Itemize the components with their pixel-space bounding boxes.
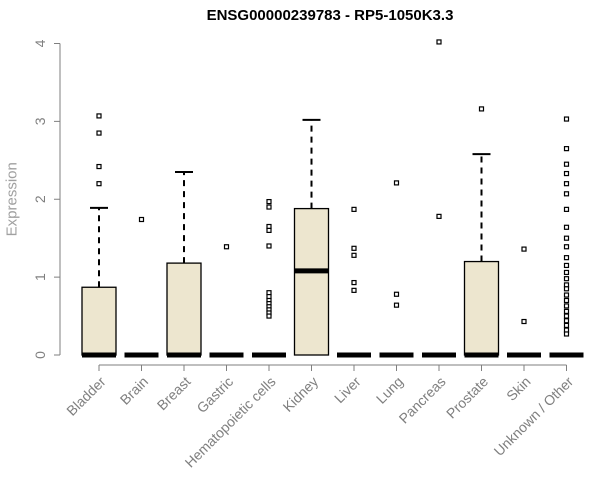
box-group-unknown-other [549, 116, 584, 358]
outlier-point [266, 227, 272, 233]
outlier-point [266, 204, 272, 210]
box-group-pancreas [422, 39, 456, 358]
outlier-point [138, 216, 145, 223]
x-tick-label: Prostate [443, 373, 491, 421]
box [463, 260, 500, 356]
outlier-point [96, 130, 102, 136]
x-tick-label: Unknown / Other [491, 373, 577, 459]
outlier-point [563, 308, 570, 314]
box-group-bladder [81, 113, 117, 358]
outlier-point [563, 161, 570, 167]
box [81, 286, 117, 356]
y-tick-label: 1 [32, 273, 48, 281]
outlier-point [266, 313, 272, 319]
chart-title: ENSG00000239783 - RP5-1050K3.3 [206, 7, 454, 24]
outlier-point [563, 170, 570, 177]
outlier-point [563, 206, 570, 212]
outlier-point [266, 243, 272, 249]
outlier-point [351, 287, 357, 293]
outlier-point [223, 244, 230, 250]
outlier-point [266, 198, 272, 205]
y-tick-label: 4 [32, 39, 48, 47]
box [293, 207, 330, 356]
outlier-point [351, 252, 357, 258]
x-tick-label: Brain [117, 373, 151, 407]
x-tick-label: Pancreas [396, 373, 449, 426]
x-tick-label: Breast [154, 373, 194, 413]
outlier-point [563, 313, 570, 319]
x-tick-label: Skin [503, 373, 534, 404]
outlier-point [563, 244, 570, 250]
box-group-liver [337, 206, 371, 358]
x-tick-label: Liver [331, 373, 364, 406]
outlier-point [96, 181, 102, 187]
outlier-point [563, 146, 570, 152]
outlier-point [393, 302, 400, 308]
outlier-point [521, 318, 527, 325]
outlier-point [351, 206, 357, 212]
outlier-point [563, 255, 570, 261]
box-group-prostate [463, 106, 500, 358]
box-group-kidney [293, 118, 330, 356]
outlier-point [563, 224, 570, 230]
y-tick-label: 0 [32, 351, 48, 359]
outlier-point [563, 292, 570, 298]
box-group-lung [379, 180, 414, 358]
outlier-point [563, 322, 570, 329]
outlier-point [96, 163, 102, 170]
outlier-point [563, 303, 570, 309]
box-group-breast [166, 170, 202, 358]
outlier-point [563, 331, 570, 337]
outlier-point [563, 318, 570, 324]
outlier-point [478, 106, 485, 112]
outlier-point [563, 262, 570, 269]
outlier-point [436, 39, 442, 45]
outlier-point [563, 181, 570, 187]
outlier-point [521, 246, 527, 252]
box-group-brain [124, 216, 159, 358]
x-tick-label: Lung [373, 373, 406, 406]
outlier-point [393, 291, 400, 297]
x-tick-label: Bladder [63, 373, 109, 419]
outlier-point [563, 235, 570, 241]
outlier-point [351, 245, 357, 251]
outlier-point [393, 180, 400, 186]
y-axis-label: Expression [4, 162, 21, 236]
outlier-point [563, 116, 570, 122]
box-group-hematopoietic-cells [252, 198, 286, 358]
box-group-skin [507, 246, 541, 358]
y-axis: 0 1 2 3 4 [32, 39, 61, 359]
outlier-point [563, 297, 570, 304]
outlier-point [563, 286, 570, 292]
box-plots [81, 39, 584, 358]
outlier-point [563, 276, 570, 282]
box [166, 262, 202, 356]
outlier-point [563, 269, 570, 276]
y-tick-label: 2 [32, 195, 48, 203]
outlier-point [436, 213, 442, 219]
y-tick-label: 3 [32, 117, 48, 125]
box-group-gastric [209, 244, 244, 358]
outlier-point [351, 279, 357, 286]
x-tick-label: Kidney [280, 373, 322, 415]
outlier-point [96, 113, 102, 119]
outlier-point [563, 191, 570, 197]
